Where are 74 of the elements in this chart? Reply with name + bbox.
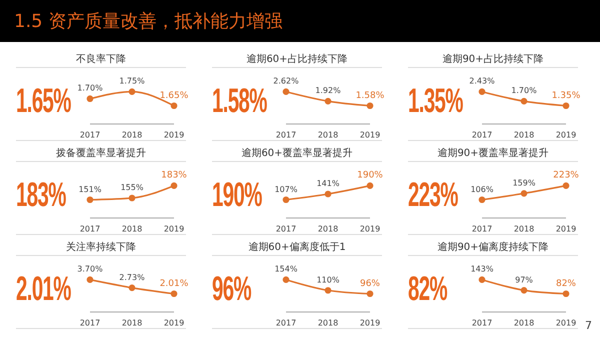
data-label: 97% bbox=[515, 275, 534, 284]
x-tick-label: 2018 bbox=[122, 318, 142, 328]
x-tick-label: 2019 bbox=[360, 224, 380, 234]
x-tick-label: 2017 bbox=[276, 318, 296, 328]
x-tick-label: 2017 bbox=[472, 224, 492, 234]
data-label: 106% bbox=[470, 184, 494, 194]
x-tick-label: 2018 bbox=[122, 130, 142, 140]
data-label: 3.70% bbox=[77, 264, 104, 274]
x-tick-label: 2019 bbox=[164, 130, 184, 140]
chart-title: 逾期90+偏离度持续下降 bbox=[436, 240, 550, 254]
x-tick-label: 2019 bbox=[556, 130, 576, 140]
data-label: 155% bbox=[120, 183, 144, 192]
x-tick-label: 2017 bbox=[276, 130, 296, 140]
annotation: 1.35% bbox=[408, 82, 463, 121]
x-tick-label: 2019 bbox=[556, 224, 576, 234]
data-label: 1.92% bbox=[315, 86, 342, 96]
text: 1.5 资产质量改善，抵补能力增强 bbox=[14, 10, 282, 33]
data-label: 2.62% bbox=[273, 76, 300, 86]
x-tick-label: 2018 bbox=[514, 318, 534, 328]
data-label: 190% bbox=[357, 170, 384, 181]
text: 183% bbox=[16, 176, 66, 215]
x-tick-label: 2018 bbox=[514, 224, 534, 234]
data-label: 159% bbox=[512, 178, 536, 188]
data-label: 82% bbox=[556, 278, 576, 289]
text: 82% bbox=[408, 270, 448, 309]
text: 96% bbox=[212, 270, 252, 309]
annotation: 1.65% bbox=[16, 82, 71, 121]
x-tick-label: 2018 bbox=[318, 318, 338, 328]
data-label: 223% bbox=[553, 170, 580, 181]
data-label: 1.75% bbox=[119, 76, 146, 86]
chart-title: 逾期90+占比持续下降 bbox=[441, 52, 545, 66]
data-label: 143% bbox=[470, 264, 494, 274]
x-tick-label: 2019 bbox=[164, 318, 184, 328]
x-tick-label: 2017 bbox=[80, 130, 100, 140]
data-label: 154% bbox=[274, 264, 298, 274]
data-label: 1.65% bbox=[160, 90, 189, 101]
chart-title: 逾期60+覆盖率显著提升 bbox=[240, 146, 354, 160]
x-tick-label: 2017 bbox=[472, 318, 492, 328]
data-label: 110% bbox=[316, 275, 340, 284]
data-label: 1.58% bbox=[356, 90, 385, 101]
data-label: 1.35% bbox=[552, 90, 581, 101]
data-label: 141% bbox=[316, 179, 340, 188]
x-tick-label: 2019 bbox=[360, 318, 380, 328]
data-label: 1.70% bbox=[511, 86, 538, 96]
data-label: 2.73% bbox=[119, 272, 146, 282]
data-label: 107% bbox=[274, 184, 298, 194]
chart-title: 拨备覆盖率显著提升 bbox=[55, 146, 147, 160]
annotation: 2.01% bbox=[16, 270, 71, 309]
x-tick-label: 2019 bbox=[556, 318, 576, 328]
x-tick-label: 2017 bbox=[80, 318, 100, 328]
x-tick-label: 2018 bbox=[318, 130, 338, 140]
chart-title: 逾期90+覆盖率显著提升 bbox=[436, 146, 550, 160]
annotation: 1.58% bbox=[212, 82, 267, 121]
x-tick-label: 2017 bbox=[276, 224, 296, 234]
data-label: 2.43% bbox=[469, 76, 496, 86]
chart-title: 逾期60+占比持续下降 bbox=[245, 52, 349, 66]
x-tick-label: 2017 bbox=[80, 224, 100, 234]
text: 223% bbox=[408, 176, 458, 215]
data-label: 1.70% bbox=[77, 84, 104, 93]
chart-title: 逾期60+偏离度低于1 bbox=[247, 240, 347, 254]
data-label: 2.01% bbox=[160, 278, 189, 289]
x-tick-label: 2018 bbox=[514, 130, 534, 140]
x-tick-label: 2017 bbox=[472, 130, 492, 140]
x-tick-label: 2019 bbox=[164, 224, 184, 234]
data-label: 151% bbox=[78, 184, 102, 194]
chart-title: 不良率下降 bbox=[75, 52, 127, 66]
data-label: 183% bbox=[161, 170, 188, 181]
x-tick-label: 2019 bbox=[360, 130, 380, 140]
x-tick-label: 2018 bbox=[122, 224, 142, 234]
text: 7 bbox=[585, 319, 592, 332]
x-tick-label: 2018 bbox=[318, 224, 338, 234]
text: 190% bbox=[212, 176, 262, 215]
chart-title: 关注率持续下降 bbox=[65, 240, 137, 254]
data-label: 96% bbox=[360, 278, 380, 289]
